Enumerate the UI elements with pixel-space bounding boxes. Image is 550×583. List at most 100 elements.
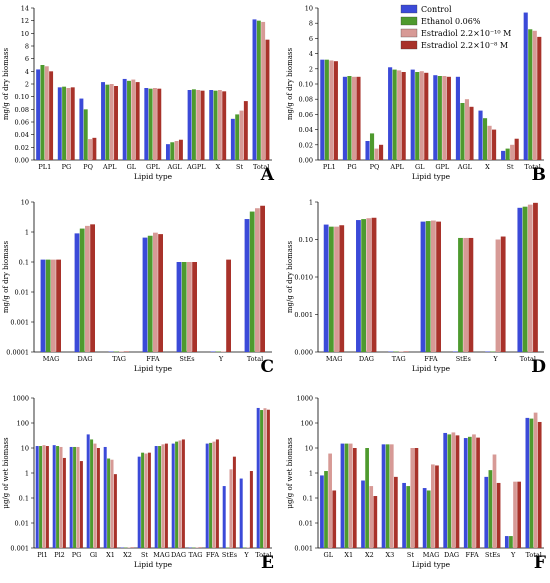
y-tick-label: 0.10 <box>299 81 313 89</box>
y-tick-label: 0.00 <box>15 157 29 165</box>
x-tick-label: Total <box>255 551 271 559</box>
y-tick-label: 0.10 <box>15 93 29 101</box>
bar <box>222 486 226 548</box>
bar <box>239 110 244 160</box>
y-tick-label: 2 <box>25 81 29 89</box>
x-tick-label: DAG <box>171 551 186 559</box>
bar <box>109 84 114 160</box>
x-tick-label: X1 <box>106 551 115 559</box>
bar <box>191 89 196 160</box>
x-tick-label: FFA <box>146 355 159 363</box>
bar <box>88 139 93 160</box>
bar <box>514 138 519 160</box>
bar <box>49 71 54 160</box>
x-tick-label: St <box>236 163 243 171</box>
x-tick-label: Total <box>526 551 542 559</box>
y-tick-label: 1000 <box>296 395 313 403</box>
bar <box>147 235 153 352</box>
bar <box>210 351 216 352</box>
bar <box>528 29 533 161</box>
legend: Control Ethanol 0.06% Estradiol 2.2×10⁻¹⁰ … <box>400 4 511 50</box>
bar <box>209 90 214 160</box>
bar <box>153 88 157 160</box>
y-tick-label: 4 <box>25 68 29 76</box>
x-tick-label: GL <box>415 163 425 171</box>
panel-a: 0.00 0.02 0.04 0.06 0.08 0.10 2 4 6 8 10 12 14 mg/g o… <box>2 5 275 186</box>
y-tick-label: 100 <box>301 420 313 428</box>
bar <box>425 221 431 352</box>
x-tick-label: StEs <box>222 551 237 559</box>
bar <box>373 496 378 548</box>
bar <box>69 446 73 548</box>
bar <box>402 482 406 548</box>
bar <box>431 464 435 548</box>
bar <box>333 61 338 161</box>
x-tick-label: PG <box>347 163 357 171</box>
x-axis-label: Lipid type <box>412 560 451 569</box>
y-tick-label: 0.01 <box>299 520 313 528</box>
bar <box>35 446 39 548</box>
x-axis-label: Lipid type <box>412 172 451 181</box>
panel-d: 0.000 0.001 0.010 0.10 1 mg/g of dry biomass L… <box>286 199 546 378</box>
y-tick-label: 0.001 <box>10 319 29 327</box>
bar <box>44 66 49 160</box>
x-tick-label: X2 <box>365 551 374 559</box>
bar <box>62 457 66 548</box>
bar <box>252 19 257 161</box>
bar <box>103 446 107 548</box>
bar <box>256 20 261 160</box>
bar <box>101 82 105 160</box>
x-tick-label: Y <box>510 551 516 559</box>
bar <box>260 410 264 548</box>
bar <box>485 351 490 352</box>
bar <box>42 445 46 548</box>
bar <box>170 142 175 160</box>
bar <box>198 547 202 548</box>
x-tick-label: StEs <box>485 551 500 559</box>
bar <box>460 103 465 160</box>
legend-entry: Estradiol 2.2×10⁻¹⁰ M <box>421 29 511 38</box>
y-tick-label: 0.10 <box>299 236 313 244</box>
bar <box>487 125 492 160</box>
x-tick-label: AGL <box>167 163 183 171</box>
bar <box>263 408 267 548</box>
y-axis-label: mg/g of dry biomass <box>286 48 294 121</box>
bar <box>467 436 472 548</box>
bar <box>397 70 402 160</box>
bar <box>212 441 216 548</box>
bar <box>435 465 439 548</box>
x-tick-label: PL1 <box>323 163 336 171</box>
bar <box>410 69 415 160</box>
bar <box>527 204 533 352</box>
bar <box>161 444 165 548</box>
bar <box>40 65 45 160</box>
y-tick-label: 0.000 <box>294 349 313 357</box>
bar <box>371 217 377 352</box>
x-tick-label: FFA <box>466 551 479 559</box>
y-tick-label: 10 <box>21 445 29 453</box>
x-axis-label: Lipid type <box>412 364 451 373</box>
bar <box>392 69 397 160</box>
y-tick-label: 8 <box>309 20 313 28</box>
bar <box>73 446 77 548</box>
bar <box>469 106 474 160</box>
y-tick-label: 14 <box>21 5 29 13</box>
bar <box>389 444 394 548</box>
bar <box>127 547 131 548</box>
bar <box>501 150 506 160</box>
bar <box>403 351 409 352</box>
x-tick-label: DAG <box>77 355 92 363</box>
bar <box>137 456 141 548</box>
bar <box>496 482 501 548</box>
y-tick-label: 10 <box>305 5 313 13</box>
bar <box>85 225 90 352</box>
bar <box>436 221 441 352</box>
bar <box>472 434 476 548</box>
x-tick-label: PG <box>62 163 72 171</box>
x-tick-label: TAG <box>392 355 406 363</box>
bar <box>70 87 75 160</box>
legend-swatch <box>400 4 418 14</box>
bar <box>79 461 83 548</box>
